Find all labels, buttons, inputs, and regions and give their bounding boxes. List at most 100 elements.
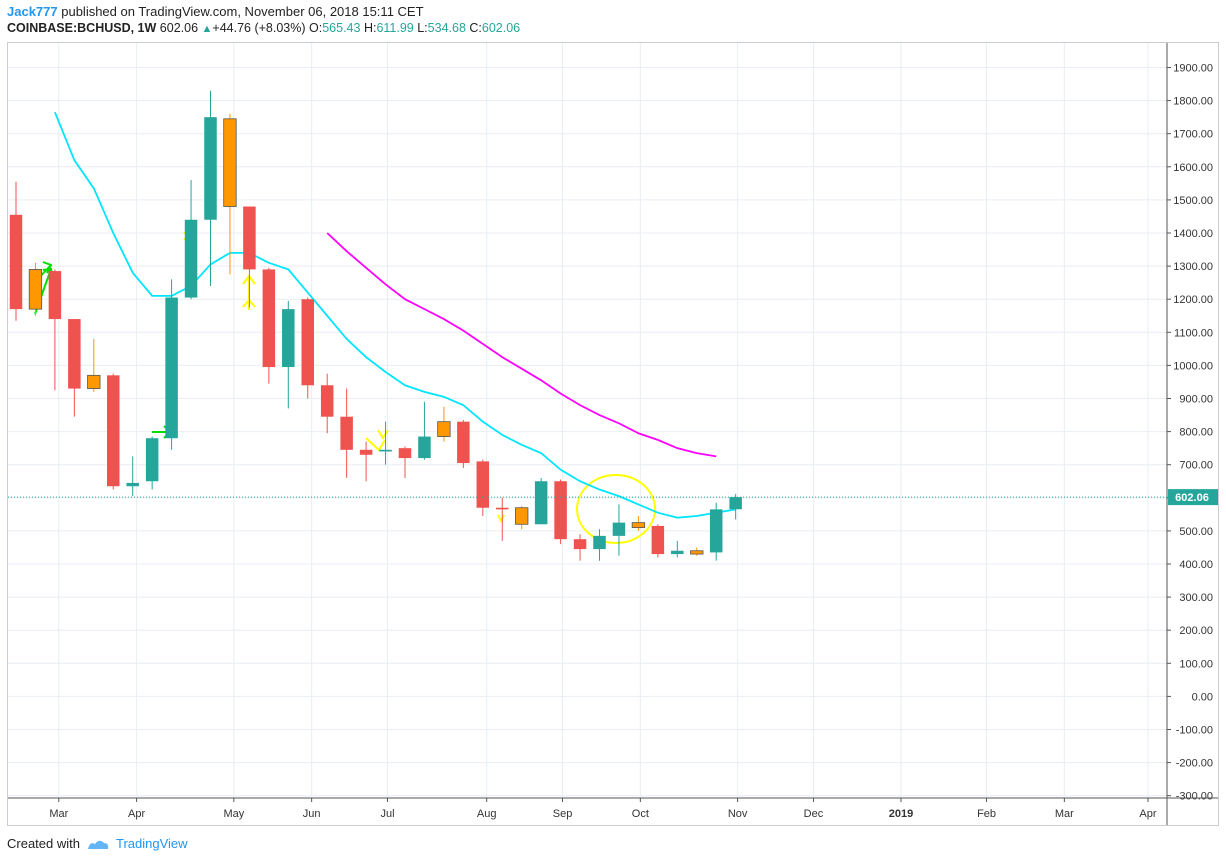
publish-info: published on TradingView.com, November 0… bbox=[57, 4, 424, 19]
y-tick-label: 1200.00 bbox=[1173, 294, 1213, 306]
candle bbox=[398, 446, 412, 478]
x-tick-label: Dec bbox=[804, 808, 824, 820]
candle bbox=[612, 504, 626, 556]
candle-body bbox=[9, 214, 23, 310]
symbol-legend: COINBASE:BCHUSD, 1W 602.06 ▲+44.76 (+8.0… bbox=[7, 21, 520, 35]
candle-body bbox=[593, 535, 606, 550]
y-tick-label: 1100.00 bbox=[1174, 327, 1213, 339]
y-tick-label: 0.00 bbox=[1192, 691, 1213, 703]
candle bbox=[145, 436, 159, 490]
low-value: 534.68 bbox=[427, 21, 466, 35]
footer: Created with TradingView bbox=[7, 836, 188, 851]
y-tick-label: 1000.00 bbox=[1173, 360, 1213, 372]
x-tick-label: Sep bbox=[553, 808, 573, 820]
candle-body bbox=[379, 449, 392, 452]
candle bbox=[282, 300, 295, 409]
chart-area[interactable]: 1900.00 1800.00 1700.00 1600.00 1500.00 1400.… bbox=[7, 42, 1219, 826]
candle bbox=[534, 477, 548, 525]
close-label: C: bbox=[469, 21, 482, 35]
candle-body bbox=[690, 550, 704, 555]
yellow-arrow-head bbox=[497, 514, 505, 524]
candle bbox=[651, 524, 665, 558]
candle-body bbox=[340, 416, 353, 450]
x-tick-label: Mar bbox=[1055, 808, 1074, 820]
x-tick-label: Jun bbox=[303, 808, 321, 820]
candle-body bbox=[184, 219, 198, 298]
y-tick-label: 500.00 bbox=[1179, 526, 1213, 538]
grid-lines bbox=[8, 43, 1167, 798]
candle bbox=[593, 529, 606, 561]
candle-body bbox=[262, 269, 276, 368]
candle bbox=[709, 502, 723, 561]
candle-body bbox=[223, 118, 237, 207]
candle bbox=[340, 388, 353, 478]
candle bbox=[223, 113, 237, 275]
candle-body bbox=[126, 482, 139, 487]
candle-body bbox=[437, 421, 451, 437]
tradingview-brand-link[interactable]: TradingView bbox=[115, 836, 188, 851]
highlight-circle[interactable] bbox=[576, 474, 656, 544]
candle bbox=[107, 373, 120, 490]
candle-body bbox=[359, 449, 373, 455]
y-tick-label: 1300.00 bbox=[1173, 261, 1213, 273]
y-tick-label: 1800.00 bbox=[1173, 96, 1213, 108]
candle bbox=[573, 534, 587, 561]
candle bbox=[515, 506, 529, 530]
x-tick-label: May bbox=[223, 808, 244, 820]
candle-body bbox=[418, 436, 431, 459]
y-tick-label: 200.00 bbox=[1179, 625, 1213, 637]
y-tick-label: 1600.00 bbox=[1173, 162, 1213, 174]
candle bbox=[301, 297, 314, 399]
up-triangle-icon: ▲ bbox=[201, 23, 213, 35]
candle-body bbox=[145, 438, 159, 482]
candle bbox=[243, 206, 256, 308]
x-tick-label: 2019 bbox=[889, 808, 913, 820]
candle-body bbox=[515, 507, 529, 525]
candle bbox=[496, 497, 509, 541]
green-arrow-head bbox=[42, 261, 53, 274]
candle-body bbox=[243, 206, 256, 270]
x-tick-label: Jul bbox=[380, 808, 394, 820]
candle-body bbox=[729, 497, 742, 510]
candle-body bbox=[534, 481, 548, 525]
candle bbox=[48, 269, 62, 391]
x-tick-label: Oct bbox=[632, 808, 649, 820]
candle-body bbox=[631, 522, 646, 528]
y-tick-label: -100.00 bbox=[1176, 725, 1213, 737]
candle bbox=[87, 338, 101, 392]
candle-body bbox=[457, 421, 470, 464]
candle-body bbox=[651, 525, 665, 555]
moving-averages bbox=[54, 111, 736, 519]
candle bbox=[204, 90, 217, 286]
candle bbox=[457, 420, 470, 469]
x-tick-label: Aug bbox=[477, 808, 497, 820]
candle bbox=[729, 493, 742, 520]
candle bbox=[126, 456, 139, 497]
created-with-label: Created with bbox=[7, 836, 80, 851]
last-price: 602.06 bbox=[159, 21, 199, 35]
candle-body bbox=[709, 509, 723, 553]
candle-body bbox=[204, 117, 217, 220]
candle bbox=[379, 421, 392, 465]
author-link[interactable]: Jack777 bbox=[7, 4, 58, 19]
symbol-name[interactable]: COINBASE:BCHUSD, 1W bbox=[7, 21, 157, 35]
candle-body bbox=[612, 522, 626, 536]
candle-body bbox=[573, 539, 587, 550]
x-tick-label: Mar bbox=[49, 808, 68, 820]
candle-body bbox=[554, 481, 567, 540]
candlestick-chart[interactable]: 1900.00 1800.00 1700.00 1600.00 1500.00 1400.… bbox=[7, 42, 1219, 826]
last-price-label: 602.06 bbox=[1175, 492, 1209, 504]
y-tick-label: -300.00 bbox=[1176, 791, 1213, 803]
candle-body bbox=[476, 461, 490, 508]
candle-body bbox=[68, 319, 81, 389]
candle-body bbox=[165, 297, 178, 439]
candle bbox=[437, 406, 451, 442]
x-tick-label: Apr bbox=[128, 808, 145, 820]
candle bbox=[554, 479, 567, 545]
candle-body bbox=[671, 550, 684, 555]
last-price-badge bbox=[1168, 489, 1218, 506]
candle bbox=[262, 267, 276, 384]
open-value: 565.43 bbox=[322, 21, 361, 35]
axes: 1900.00 1800.00 1700.00 1600.00 1500.00 1400.… bbox=[8, 43, 1218, 825]
x-tick-label: Feb bbox=[977, 808, 996, 820]
